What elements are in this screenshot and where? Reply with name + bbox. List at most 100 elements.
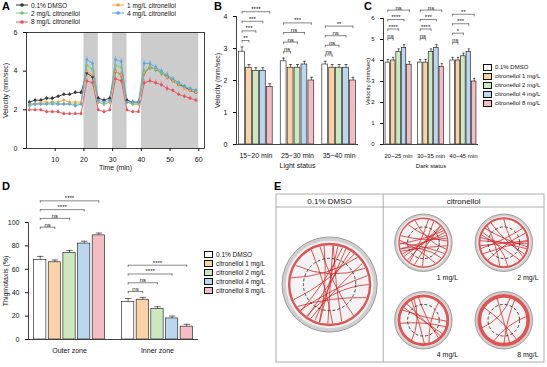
svg-text:ns: ns: [287, 37, 293, 43]
svg-text:20~25 min: 20~25 min: [385, 153, 413, 159]
svg-text:10: 10: [51, 156, 59, 163]
svg-text:1: 1: [224, 109, 228, 116]
svg-text:60: 60: [195, 156, 203, 163]
svg-text:****: ****: [145, 268, 155, 274]
svg-text:8 mg/L: 8 mg/L: [517, 351, 539, 359]
svg-text:20: 20: [80, 156, 88, 163]
svg-text:ns: ns: [387, 33, 393, 39]
svg-text:30~35 min: 30~35 min: [417, 153, 445, 159]
svg-text:0: 0: [224, 141, 228, 148]
svg-text:****: ****: [251, 6, 261, 12]
svg-text:80: 80: [12, 242, 20, 249]
html-text:citronellol 2 mg/L: citronellol 2 mg/L: [495, 82, 541, 88]
svg-text:citronellol: citronellol: [447, 197, 481, 206]
svg-text:4: 4: [224, 13, 228, 20]
svg-text:3: 3: [371, 78, 375, 84]
svg-text:1: 1: [371, 120, 375, 126]
html-text:4 mg/L citronellol: 4 mg/L citronellol: [127, 9, 176, 17]
html-text:A: A: [2, 0, 10, 12]
html-text:1 mg/L citronellol: 1 mg/L citronellol: [127, 1, 176, 9]
svg-text:****: ****: [389, 24, 399, 30]
svg-text:****: ****: [58, 204, 68, 210]
html-text:E: E: [274, 180, 282, 192]
svg-text:40: 40: [137, 156, 145, 163]
svg-text:Inner zone: Inner zone: [141, 347, 174, 354]
svg-text:0: 0: [16, 336, 20, 343]
svg-text:**: **: [337, 21, 342, 27]
svg-text:20: 20: [12, 312, 20, 319]
svg-text:6: 6: [14, 29, 18, 36]
svg-text:2: 2: [371, 99, 375, 105]
svg-text:ns: ns: [291, 27, 297, 33]
html-text:B: B: [214, 0, 222, 12]
svg-text:ns: ns: [132, 286, 138, 292]
svg-text:2: 2: [14, 106, 18, 113]
svg-text:Velocity (mm/sec): Velocity (mm/sec): [2, 63, 10, 118]
html-text:8 mg/L citronellol: 8 mg/L citronellol: [31, 18, 80, 26]
svg-text:ns: ns: [44, 222, 50, 228]
svg-text:*: *: [457, 28, 460, 34]
svg-text:***: ***: [294, 17, 302, 23]
svg-text:***: ***: [457, 18, 465, 24]
svg-text:****: ****: [421, 24, 431, 30]
svg-text:Light status: Light status: [280, 162, 316, 170]
svg-text:50: 50: [166, 156, 174, 163]
svg-text:Time (min): Time (min): [99, 164, 132, 172]
svg-text:ns: ns: [428, 5, 434, 11]
svg-text:ns: ns: [326, 49, 332, 55]
html-text:citronellol 8 mg/L: citronellol 8 mg/L: [216, 287, 266, 294]
svg-text:ns: ns: [420, 33, 426, 39]
html-text:0.1% DMSO: 0.1% DMSO: [31, 1, 68, 9]
svg-text:40~45 min: 40~45 min: [449, 153, 477, 159]
svg-text:0: 0: [371, 141, 375, 147]
svg-text:ns: ns: [395, 5, 401, 11]
svg-text:ns: ns: [140, 277, 146, 283]
svg-text:4: 4: [371, 57, 375, 63]
svg-text:2 mg/L: 2 mg/L: [517, 274, 539, 282]
html-text:0.1% DMSO: 0.1% DMSO: [495, 64, 529, 70]
html-text:citronellol 1 mg/L: citronellol 1 mg/L: [495, 73, 541, 79]
svg-text:***: ***: [249, 16, 257, 22]
svg-text:5: 5: [371, 36, 375, 42]
svg-text:60: 60: [12, 266, 20, 273]
svg-text:Thigmotaxis (%): Thigmotaxis (%): [2, 256, 10, 307]
svg-text:35~40 min: 35~40 min: [323, 152, 356, 159]
svg-text:25~30 min: 25~30 min: [281, 152, 314, 159]
svg-text:****: ****: [65, 195, 75, 201]
svg-text:***: ***: [425, 14, 433, 20]
svg-text:***: ***: [245, 25, 253, 31]
svg-text:ns: ns: [52, 213, 58, 219]
svg-text:3: 3: [224, 45, 228, 52]
svg-text:Velocity (mm/sec): Velocity (mm/sec): [214, 53, 222, 108]
svg-text:0.1% DMSO: 0.1% DMSO: [307, 197, 351, 206]
html-text:citronellol 4 mg/L: citronellol 4 mg/L: [216, 278, 266, 285]
svg-text:40: 40: [12, 289, 20, 296]
svg-text:ns: ns: [332, 30, 338, 36]
html-text:citronellol 2 mg/L: citronellol 2 mg/L: [216, 269, 266, 276]
svg-text:30: 30: [109, 156, 117, 163]
svg-text:****: ****: [153, 260, 163, 266]
svg-text:**: **: [461, 9, 466, 15]
svg-text:6: 6: [371, 15, 375, 21]
svg-text:4: 4: [14, 67, 18, 74]
svg-text:ns: ns: [452, 37, 458, 43]
svg-text:ns: ns: [284, 46, 290, 52]
svg-text:2: 2: [224, 77, 228, 84]
svg-text:Dark status: Dark status: [416, 163, 446, 169]
html-text:citronellol 4 mg/L: citronellol 4 mg/L: [495, 91, 541, 97]
html-text:D: D: [2, 180, 10, 192]
svg-text:**: **: [243, 35, 248, 41]
html-text:0.1% DMSO: 0.1% DMSO: [216, 251, 253, 258]
svg-text:100: 100: [8, 219, 20, 226]
svg-text:1 mg/L: 1 mg/L: [437, 274, 459, 282]
html-text:2 mg/L citronellol: 2 mg/L citronellol: [31, 9, 80, 17]
svg-text:****: ****: [391, 14, 401, 20]
svg-text:0: 0: [14, 145, 18, 152]
svg-text:15~20 min: 15~20 min: [239, 152, 272, 159]
svg-text:4 mg/L: 4 mg/L: [437, 351, 459, 359]
html-text:C: C: [364, 0, 372, 12]
svg-text:Outer zone: Outer zone: [52, 347, 87, 354]
svg-text:Velocity (mm/sec): Velocity (mm/sec): [365, 58, 371, 105]
svg-text:ns: ns: [329, 40, 335, 46]
html-text:citronellol 1 mg/L: citronellol 1 mg/L: [216, 260, 266, 267]
